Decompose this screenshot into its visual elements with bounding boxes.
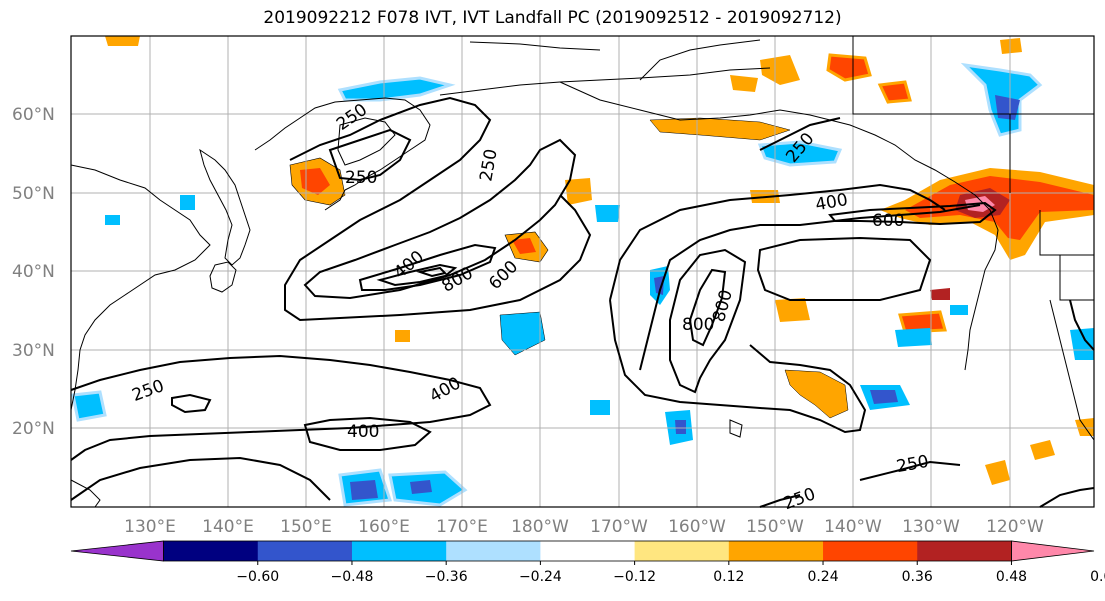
colorbar-segment	[823, 541, 918, 561]
lon-label: 160°W	[668, 517, 726, 537]
lon-label: 170°E	[436, 517, 488, 537]
colorbar-tick-label: 0.48	[996, 569, 1027, 585]
lat-label: 40°N	[12, 262, 55, 282]
lat-label: 30°N	[12, 341, 55, 361]
positive-anomaly-fills	[105, 36, 1094, 485]
lat-label: 60°N	[12, 105, 55, 125]
colorbar-extension-high	[1011, 540, 1095, 562]
map-panel: 250 250 250 250 250 250 250 400 400 400 …	[0, 0, 1095, 514]
colorbar-tick-label: −0.24	[519, 569, 562, 585]
colorbar-tick-label: 0.12	[713, 569, 744, 585]
colorbar-outline	[163, 540, 1012, 562]
lon-label: 170°W	[590, 517, 648, 537]
colorbar-segments	[70, 540, 1095, 562]
colorbar-segment	[634, 541, 730, 561]
contour-label: 400	[0, 0, 32, 5]
lat-label: 20°N	[12, 419, 55, 439]
colorbar-ticks: −0.60 −0.48 −0.36 −0.24 −0.12 0.12 0.24 0.36 0.4…	[236, 561, 1105, 585]
colorbar-tick-label: −0.12	[613, 569, 656, 585]
latitude-labels: 60°N 50°N 40°N 30°N 20°N	[12, 105, 55, 439]
colorbar-tick-label: −0.36	[425, 569, 468, 585]
colorbar-tick-label: 0.36	[902, 569, 933, 585]
longitude-labels: 130°E 140°E 150°E 160°E 170°E 180°W 170°…	[124, 517, 1044, 537]
colorbar-segment	[728, 541, 824, 561]
map-title: 2019092212 F078 IVT, IVT Landfall PC (20…	[263, 8, 842, 28]
colorbar-tick-label: 0.60	[1090, 569, 1105, 585]
colorbar: −0.60 −0.48 −0.36 −0.24 −0.12 0.12 0.24 0.36 0.4…	[70, 540, 1105, 585]
colorbar-segment	[917, 541, 1012, 561]
lon-label: 150°E	[280, 517, 332, 537]
colorbar-segment	[257, 541, 353, 561]
colorbar-tick-label: −0.60	[236, 569, 279, 585]
lon-label: 130°W	[902, 517, 960, 537]
map-border	[70, 35, 1095, 508]
lon-label: 180°W	[511, 517, 569, 537]
contour-label: 250	[345, 168, 377, 188]
lat-label: 50°N	[12, 184, 55, 204]
contour-label: 400	[347, 422, 379, 442]
contour-label: 600	[872, 211, 904, 231]
coastlines	[70, 36, 1095, 508]
colorbar-segment	[446, 541, 541, 561]
colorbar-tick-label: −0.48	[331, 569, 374, 585]
contour-label: 800	[682, 315, 714, 335]
colorbar-segment	[540, 541, 636, 561]
ivt-contours	[70, 96, 1095, 508]
lon-label: 140°E	[202, 517, 254, 537]
colorbar-segment	[351, 541, 447, 561]
lon-label: 150°W	[746, 517, 804, 537]
negative-anomaly-fills	[71, 62, 1094, 507]
lon-label: 140°W	[824, 517, 882, 537]
lon-label: 160°E	[358, 517, 410, 537]
lon-label: 130°E	[124, 517, 176, 537]
lon-label: 120°W	[986, 517, 1044, 537]
colorbar-tick-label: 0.24	[807, 569, 838, 585]
colorbar-segment	[163, 541, 259, 561]
colorbar-extension-low	[70, 540, 164, 562]
